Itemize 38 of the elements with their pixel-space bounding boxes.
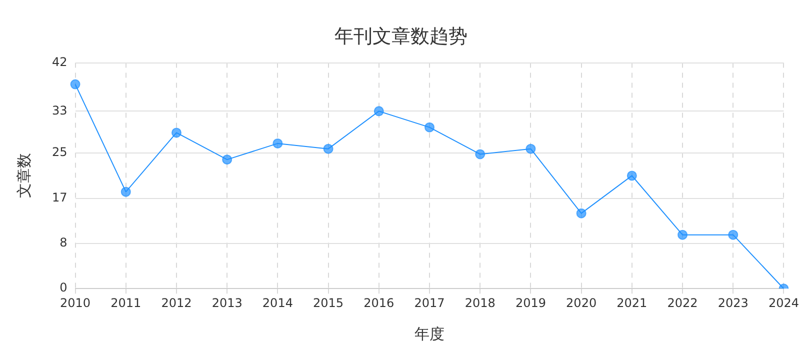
y-tick-label: 33 xyxy=(52,103,68,118)
y-tick-label: 8 xyxy=(60,236,68,250)
x-tick-label: 2024 xyxy=(768,296,800,310)
x-tick-label: 2019 xyxy=(515,296,546,310)
x-tick-label: 2017 xyxy=(414,296,445,310)
x-tick-label: 2021 xyxy=(616,296,648,310)
y-tick-label: 42 xyxy=(52,54,68,69)
point xyxy=(120,186,131,197)
x-tick-label: 2010 xyxy=(60,296,91,310)
point xyxy=(728,230,738,240)
point xyxy=(374,106,384,116)
x-tick-label: 2012 xyxy=(161,296,192,310)
x-tick-label: 2023 xyxy=(718,296,748,310)
point xyxy=(424,122,434,132)
x-tick-label: 2018 xyxy=(464,296,496,310)
point xyxy=(526,144,536,154)
point xyxy=(171,128,182,138)
point xyxy=(678,230,688,240)
x-tick-label: 2013 xyxy=(212,296,242,310)
y-tick-label: 25 xyxy=(52,145,68,160)
x-tick-label: 2020 xyxy=(566,296,597,310)
point xyxy=(475,149,486,160)
y-axis-title: 文章数 xyxy=(14,153,33,198)
point xyxy=(272,138,283,148)
point xyxy=(576,208,586,218)
x-tick-label: 2011 xyxy=(110,296,142,310)
y-tick-label: 17 xyxy=(52,190,68,204)
x-axis-title: 年度 xyxy=(414,324,444,343)
chart-title: 年刊文章数趋势 xyxy=(334,25,468,48)
y-tick-label: 0 xyxy=(60,280,68,295)
x-tick-label: 2016 xyxy=(364,296,394,310)
point xyxy=(70,79,80,90)
x-tick-label: 2015 xyxy=(313,296,344,310)
x-tick-label: 2014 xyxy=(262,296,293,310)
point xyxy=(323,144,334,154)
x-tick-label: 2022 xyxy=(667,296,698,310)
point xyxy=(626,170,637,181)
point xyxy=(222,154,232,165)
